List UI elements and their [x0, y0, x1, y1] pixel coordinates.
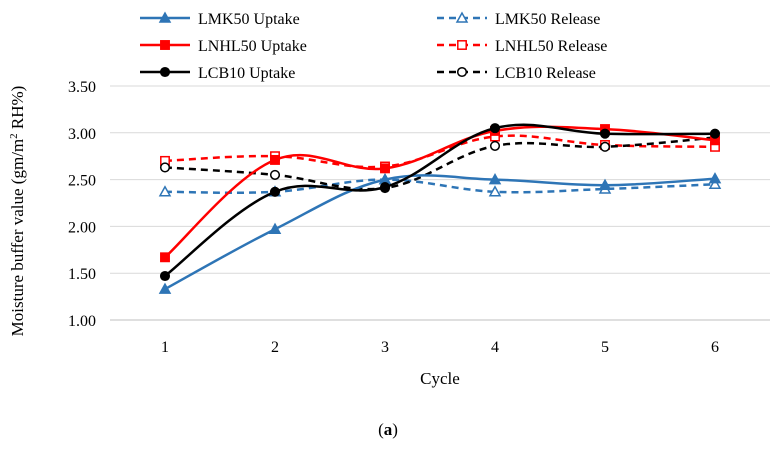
x-tick-2: 2	[271, 339, 279, 356]
series-line	[164, 136, 716, 191]
data-point-2	[268, 222, 282, 234]
data-point-5	[599, 128, 611, 139]
legend-label: LMK50 Release	[495, 11, 600, 28]
legend-item-lmk50-release: LMK50 Release	[437, 11, 600, 28]
data-point-1	[159, 270, 171, 282]
legend-marker	[158, 11, 172, 23]
data-point-4	[489, 123, 501, 134]
x-axis-ticks: 1 2 3 4 5 6	[161, 339, 719, 356]
x-tick-4: 4	[491, 339, 499, 356]
data-point-6	[708, 172, 722, 184]
legend-marker	[457, 40, 467, 50]
legend-item-lnhl50-uptake: LNHL50 Uptake	[140, 38, 307, 55]
y-tick-2.00: 2.00	[68, 219, 96, 236]
series-line	[164, 178, 716, 195]
legend-item-lmk50-uptake: LMK50 Uptake	[140, 11, 300, 28]
data-point-1	[158, 282, 172, 294]
legend-label: LCB10 Release	[495, 65, 596, 82]
series-line	[164, 174, 716, 291]
y-tick-1.00: 1.00	[68, 313, 96, 330]
legend-label: LNHL50 Release	[495, 38, 607, 55]
y-tick-1.50: 1.50	[68, 266, 96, 283]
x-tick-6: 6	[711, 339, 719, 356]
data-point-1	[159, 162, 171, 173]
legend: LMK50 Uptake LMK50 Release LNHL50 Uptake LN…	[140, 11, 607, 82]
legend-marker	[456, 66, 468, 78]
data-point-3	[380, 163, 390, 174]
y-axis-label: Moisture buffer value (gm/m2 RH%)	[8, 86, 27, 337]
x-tick-1: 1	[161, 339, 169, 356]
legend-item-lcb10-release: LCB10 Release	[437, 65, 596, 82]
legend-item-lcb10-uptake: LCB10 Uptake	[140, 65, 295, 82]
legend-label: LCB10 Uptake	[198, 65, 295, 82]
series-lcb10-uptake	[159, 123, 721, 282]
series-group	[158, 123, 722, 294]
legend-label: LMK50 Uptake	[198, 11, 300, 28]
x-tick-5: 5	[601, 339, 609, 356]
data-point-4	[488, 173, 502, 185]
x-axis-label: Cycle	[420, 369, 460, 388]
data-point-6	[708, 177, 722, 190]
legend-marker	[455, 11, 469, 23]
series-lmk50-uptake	[158, 172, 722, 294]
y-tick-3.00: 3.00	[68, 126, 96, 143]
data-point-3	[379, 182, 391, 193]
legend-item-lnhl50-release: LNHL50 Release	[437, 38, 607, 55]
data-point-5	[599, 141, 611, 152]
data-point-4	[488, 185, 502, 197]
legend-marker	[160, 40, 170, 50]
series-line	[164, 123, 716, 277]
series-line	[164, 125, 716, 259]
data-point-4	[489, 140, 501, 151]
y-axis-ticks: 1.00 1.50 2.00 2.50 3.00 3.50	[68, 79, 96, 330]
x-tick-3: 3	[381, 339, 389, 356]
data-point-6	[709, 128, 721, 139]
data-point-1	[158, 185, 172, 197]
data-point-2	[270, 154, 280, 165]
data-point-5	[598, 178, 612, 190]
data-point-1	[160, 252, 170, 263]
figure-caption: (a)	[378, 420, 398, 439]
y-tick-2.50: 2.50	[68, 173, 96, 190]
data-point-2	[269, 169, 281, 180]
y-tick-3.50: 3.50	[68, 79, 96, 96]
grid-lines	[110, 85, 770, 321]
legend-marker	[159, 66, 171, 78]
legend-label: LNHL50 Uptake	[198, 38, 307, 55]
data-point-2	[269, 186, 281, 197]
